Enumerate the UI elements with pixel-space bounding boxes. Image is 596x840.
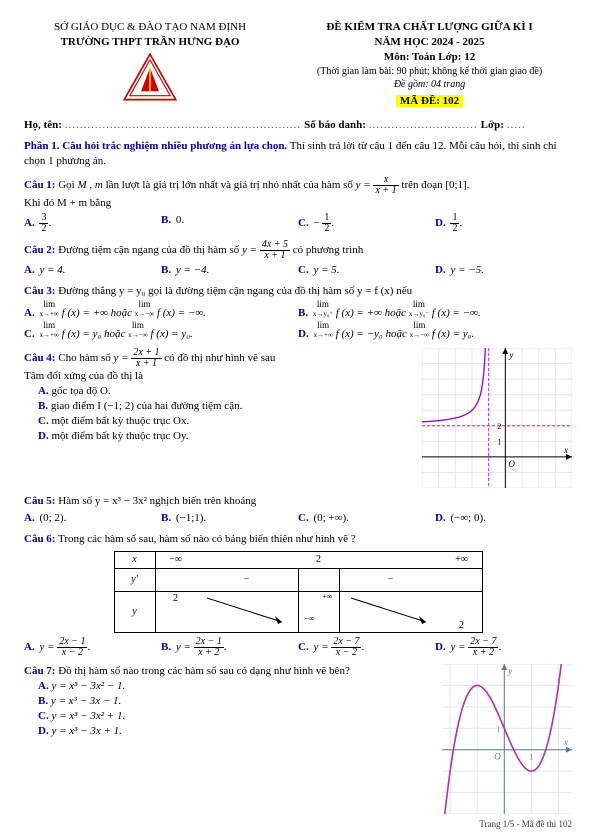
- q1-post: lần lượt là giá trị lớn nhất và giá trị …: [103, 179, 356, 191]
- question-2: Câu 2: Đường tiệm cận ngang của đồ thị h…: [24, 240, 572, 278]
- exam-title: ĐỀ KIỂM TRA CHẤT LƯỢNG GIỮA KÌ I: [287, 20, 572, 35]
- name-field: ........................................…: [65, 118, 301, 133]
- svg-text:2: 2: [497, 422, 501, 431]
- q1-mid: M , m: [77, 179, 102, 191]
- exam-year: NĂM HỌC 2024 - 2025: [287, 35, 572, 50]
- exam-time: (Thời gian làm bài: 90 phút; không kể th…: [287, 65, 572, 79]
- q1-line2: Khi đó M + m bằng: [24, 196, 572, 211]
- q7-chart: x y O 1 1: [442, 664, 572, 814]
- id-label: Số báo danh:: [304, 118, 366, 133]
- id-field: .............................: [369, 118, 478, 133]
- question-6: Câu 6: Trong các hàm số sau, hàm số nào …: [24, 532, 572, 658]
- svg-text:x: x: [563, 738, 568, 748]
- svg-text:O: O: [494, 752, 501, 762]
- question-1: Câu 1: Gọi M , m lần lượt là giá trị lớn…: [24, 175, 572, 234]
- svg-text:y: y: [507, 666, 512, 676]
- exam-pages: Đề gồm: 04 trang: [287, 78, 572, 92]
- q1-y: y =: [356, 179, 374, 191]
- dept: SỞ GIÁO DỤC & ĐÀO TẠO NAM ĐỊNH: [24, 20, 276, 35]
- exam-code: MÃ ĐỀ: 102: [396, 95, 463, 107]
- q-label: Câu 6:: [24, 533, 55, 545]
- q-label: Câu 7:: [24, 665, 55, 677]
- svg-text:1: 1: [496, 724, 500, 733]
- question-4: x y O 2 1 Câu 4: Cho hàm số y = 2x + 1x …: [24, 348, 572, 488]
- question-7: x y O 1 1 Câu 7: Đồ thị hàm số nào trong…: [24, 664, 572, 814]
- svg-text:1: 1: [529, 753, 533, 762]
- page-footer: Trang 1/5 - Mã đề thi 102: [24, 818, 572, 830]
- q-label: Câu 3:: [24, 285, 55, 297]
- school-logo: [122, 52, 178, 108]
- name-label: Họ, tên:: [24, 118, 62, 133]
- svg-text:1: 1: [497, 437, 501, 446]
- header: SỞ GIÁO DỤC & ĐÀO TẠO NAM ĐỊNH TRƯỜNG TH…: [24, 20, 572, 108]
- q1-pre: Gọi: [58, 179, 77, 191]
- school: TRƯỜNG THPT TRẦN HƯNG ĐẠO: [24, 35, 276, 50]
- question-3: Câu 3: Đường thẳng y = y₀ gọi là đường t…: [24, 284, 572, 343]
- class-label: Lớp:: [481, 118, 504, 133]
- q1-seg: trên đoạn [0;1].: [401, 179, 469, 191]
- question-5: Câu 5: Hàm số y = x³ − 3x² nghịch biến t…: [24, 494, 572, 526]
- variation-table: x −∞ 2 +∞ y' − − y 2 +∞ −∞: [24, 551, 572, 634]
- q-label: Câu 4:: [24, 352, 55, 364]
- q4-chart: x y O 2 1: [422, 348, 572, 488]
- exam-subject: Môn: Toán Lớp: 12: [287, 50, 572, 65]
- svg-text:O: O: [508, 459, 515, 469]
- q-label: Câu 5:: [24, 495, 55, 507]
- svg-text:y: y: [508, 350, 513, 360]
- part1-title: Phần 1. Câu hỏi trắc nghiệm nhiều phương…: [24, 140, 287, 152]
- q-label: Câu 1:: [24, 179, 55, 191]
- class-field: .....: [507, 118, 526, 133]
- svg-text:x: x: [563, 445, 568, 455]
- q-label: Câu 2:: [24, 244, 55, 256]
